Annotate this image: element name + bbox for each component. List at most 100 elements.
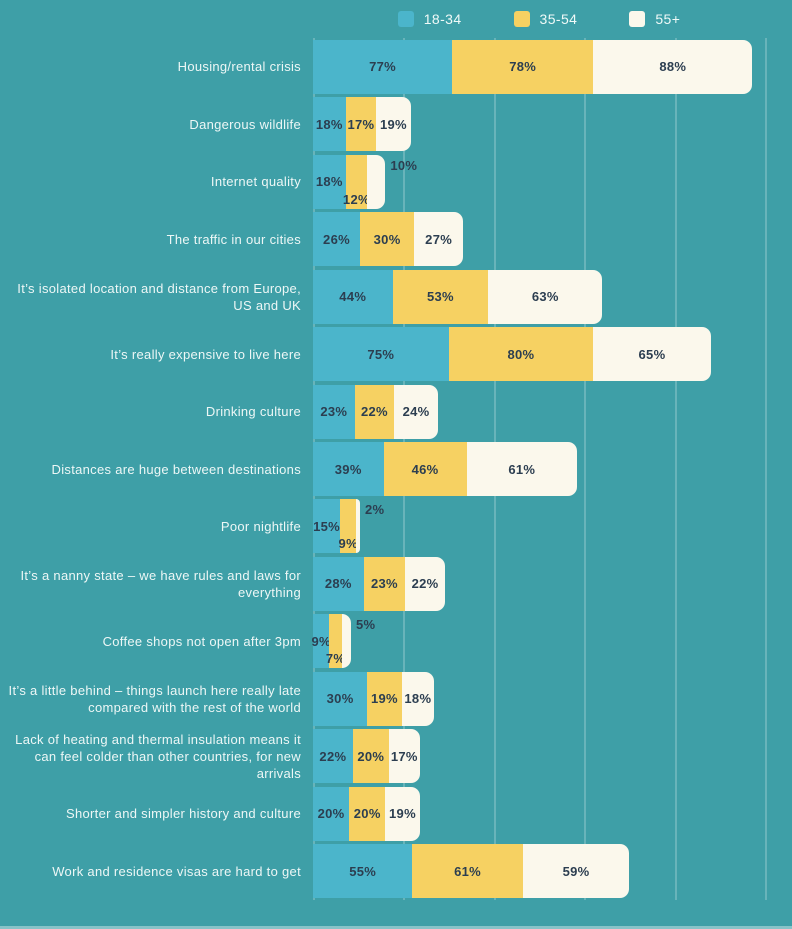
bar: 23% 22% 24% [313, 384, 792, 439]
bar-segment-55+ [367, 154, 386, 209]
category-label: It’s a little behind – things launch her… [8, 682, 301, 715]
category-label: The traffic in our cities [166, 231, 301, 247]
bar-segment-35-54 [392, 269, 489, 324]
bar: 26% 30% 27% [313, 212, 792, 267]
bar-segment-55+ [401, 671, 435, 726]
chart-row: Drinking culture 23% 22% 24% [0, 383, 792, 440]
bar-segment-18-34 [313, 269, 393, 324]
bar-segment-18-34 [313, 384, 355, 439]
bar-segment-55+ [466, 442, 577, 497]
bar: 18% 17% 19% [313, 97, 792, 152]
legend-item: 55+ [629, 11, 680, 27]
legend-swatch-18-34 [397, 11, 414, 27]
value-label: 61% [508, 461, 536, 477]
value-label: 19% [379, 116, 407, 132]
bar-segment-18-34 [313, 327, 449, 382]
chart-row: Coffee shops not open after 3pm 9% 7% 5% [0, 613, 792, 670]
value-label: 20% [357, 748, 385, 764]
legend-item: 18-34 [397, 11, 462, 27]
value-label: 46% [411, 461, 439, 477]
bar: 75% 80% 65% [313, 327, 792, 382]
bar: 20% 20% 19% [313, 786, 792, 841]
category-label: Shorter and simpler history and culture [66, 806, 301, 822]
value-label: 2% [365, 502, 385, 518]
bar-segment-55+ [376, 97, 411, 152]
chart-row: It’s a nanny state – we have rules and l… [0, 555, 792, 612]
chart-row: Shorter and simpler history and culture 2… [0, 785, 792, 842]
value-label: 18% [315, 174, 343, 190]
value-label: 22% [411, 576, 439, 592]
category-label: Poor nightlife [220, 518, 301, 534]
gridline [584, 38, 587, 900]
plot-area: Housing/rental crisis 77% 78% 88% Dangerous … [0, 38, 792, 900]
bar: 15% 9% 2% [313, 499, 792, 554]
legend-label: 18-34 [423, 11, 462, 27]
bar-segment-35-54 [383, 442, 467, 497]
value-label: 9% [338, 536, 358, 552]
category-label: It’s a nanny state – we have rules and l… [20, 567, 301, 600]
value-label: 30% [326, 691, 354, 707]
bar-segment-18-34 [313, 729, 353, 784]
bar-segment-35-54 [345, 154, 368, 209]
chart-row: Internet quality 18% 12% 10% [0, 153, 792, 210]
bar-segment-55+ [593, 39, 753, 94]
bar-segment-35-54 [360, 212, 415, 267]
value-label: 18% [404, 691, 432, 707]
gridline [765, 38, 767, 900]
bar: 55% 61% 59% [313, 844, 792, 899]
chart-row: Poor nightlife 15% 9% 2% [0, 498, 792, 555]
value-label: 77% [369, 59, 397, 75]
bar-segment-55+ [341, 614, 351, 669]
value-label: 23% [370, 576, 398, 592]
bar-segment-35-54 [448, 327, 594, 382]
category-label: Dangerous wildlife [189, 116, 301, 132]
value-label: 22% [319, 748, 347, 764]
value-label: 9% [311, 633, 331, 649]
value-label: 28% [324, 576, 352, 592]
chart-row: It’s a little behind – things launch her… [0, 670, 792, 727]
value-label: 39% [334, 461, 362, 477]
value-label: 78% [509, 59, 537, 75]
value-label: 63% [531, 289, 559, 305]
bar-segment-18-34 [313, 844, 413, 899]
value-label: 19% [389, 806, 416, 822]
bar: 28% 23% 22% [313, 556, 792, 611]
legend-label: 35-54 [539, 11, 578, 27]
bar-segment-18-34 [313, 614, 330, 669]
bar-segment-55+ [385, 786, 420, 841]
bar: 18% 12% 10% [313, 154, 792, 209]
chart-row: The traffic in our cities 26% 30% 27% [0, 210, 792, 267]
value-label: 44% [339, 289, 367, 305]
bar-segment-18-34 [313, 39, 453, 94]
bar-segment-35-54 [354, 384, 395, 439]
legend-label: 55+ [655, 11, 681, 27]
value-label: 65% [638, 346, 666, 362]
value-label: 10% [390, 157, 418, 173]
value-label: 80% [507, 346, 535, 362]
chart-row: Distances are huge between destinations 3… [0, 440, 792, 497]
bar-segment-35-54 [412, 844, 523, 899]
bar-segment-55+ [356, 499, 360, 554]
chart-row: Work and residence visas are hard to get… [0, 843, 792, 900]
bar-segment-35-54 [345, 97, 377, 152]
bar-segment-55+ [388, 729, 420, 784]
bar-segment-35-54 [352, 729, 389, 784]
value-label: 17% [390, 748, 418, 764]
value-label: 20% [353, 806, 381, 822]
bar: 77% 78% 88% [313, 39, 792, 94]
value-label: 19% [370, 691, 398, 707]
bar-segment-35-54 [363, 556, 406, 611]
bar: 9% 7% 5% [311, 614, 792, 669]
value-label: 75% [367, 346, 395, 362]
legend: 18-34 35-54 55+ [313, 6, 765, 32]
category-label: Coffee shops not open after 3pm [102, 633, 301, 649]
bar-segment-18-34 [313, 212, 360, 267]
category-label: It’s really expensive to live here [110, 346, 301, 362]
category-label: Drinking culture [205, 404, 301, 420]
bar-segment-35-54 [367, 671, 402, 726]
value-label: 23% [320, 404, 348, 420]
bar-segment-18-34 [313, 786, 350, 841]
chart-row: Dangerous wildlife 18% 17% 19% [0, 95, 792, 152]
value-label: 5% [355, 617, 376, 633]
